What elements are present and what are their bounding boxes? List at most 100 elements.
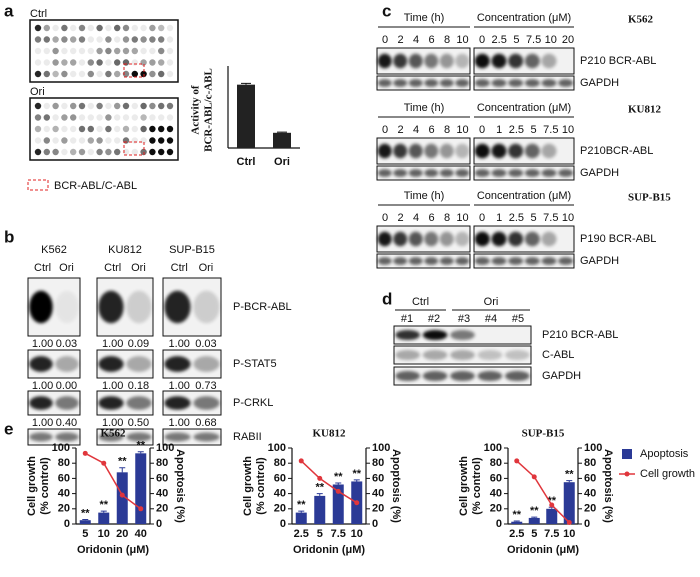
y-axis-label: Cell growth bbox=[26, 456, 38, 516]
bar bbox=[511, 521, 523, 524]
array-spot bbox=[61, 36, 68, 43]
blot-band bbox=[474, 79, 490, 87]
array-spot bbox=[166, 24, 174, 32]
array-spot bbox=[78, 125, 86, 133]
array-spot bbox=[96, 125, 103, 133]
blot-band bbox=[477, 349, 503, 361]
array-spot bbox=[131, 148, 138, 156]
x-tick-label: 2.5 bbox=[509, 528, 524, 540]
array-spot bbox=[70, 70, 77, 78]
quantification: 1.00 bbox=[32, 338, 53, 350]
array-spot bbox=[78, 36, 86, 43]
row-label: RABII bbox=[233, 431, 262, 443]
array-spot bbox=[114, 59, 121, 66]
panel-label: e bbox=[4, 419, 13, 438]
array-spot bbox=[131, 137, 138, 144]
blot-band bbox=[439, 53, 454, 69]
array-spot bbox=[87, 125, 95, 133]
array-spot bbox=[96, 36, 103, 43]
lane-label: 2 bbox=[397, 34, 403, 46]
group-label: Ori bbox=[484, 296, 499, 308]
x-tick-label: 40 bbox=[135, 528, 147, 540]
y2-tick-label: 0 bbox=[584, 518, 590, 530]
lane-label: 4 bbox=[413, 124, 419, 136]
error-bar bbox=[241, 82, 251, 85]
blot bbox=[473, 47, 575, 75]
lane-label: 8 bbox=[444, 124, 450, 136]
panel-label: c bbox=[382, 1, 391, 20]
array-spot bbox=[96, 59, 103, 66]
array-spot bbox=[105, 114, 112, 121]
array-spot bbox=[52, 36, 59, 43]
cell-line: KU812 bbox=[108, 244, 142, 256]
array-spot bbox=[122, 47, 130, 55]
array-spot bbox=[158, 36, 165, 43]
array-spot bbox=[158, 125, 165, 133]
blot-band bbox=[491, 143, 507, 159]
blot-band bbox=[393, 231, 408, 247]
array-spot bbox=[43, 59, 50, 66]
bar bbox=[528, 517, 540, 524]
blot-band bbox=[474, 53, 490, 69]
bar bbox=[135, 453, 147, 524]
x-tick-label: Ori bbox=[274, 156, 290, 168]
array-spot bbox=[43, 36, 50, 43]
significance: ** bbox=[512, 509, 521, 521]
line-point bbox=[566, 519, 572, 525]
highlight-box bbox=[123, 63, 145, 78]
array-spot bbox=[105, 59, 112, 66]
group-label: Ctrl bbox=[412, 296, 429, 308]
blot-band bbox=[408, 79, 423, 87]
blot-band bbox=[422, 329, 448, 341]
y2-tick-label: 40 bbox=[372, 488, 384, 500]
blot bbox=[376, 225, 471, 253]
blot-band bbox=[422, 349, 448, 361]
array-spot bbox=[87, 70, 95, 78]
legend-label: BCR-ABL/C-ABL bbox=[54, 180, 137, 192]
blot-band bbox=[393, 169, 408, 177]
array-spot bbox=[166, 47, 174, 55]
blot-band bbox=[558, 79, 574, 87]
quantification: 0.09 bbox=[128, 338, 149, 350]
array-spot bbox=[34, 70, 42, 78]
blot-band bbox=[193, 432, 220, 442]
blot-band bbox=[408, 53, 423, 69]
x-tick-label: 5 bbox=[531, 528, 537, 540]
y-tick-label: 100 bbox=[268, 442, 286, 454]
array-spot bbox=[149, 137, 156, 144]
array-spot bbox=[87, 137, 95, 144]
array-spot bbox=[158, 59, 165, 66]
significance: ** bbox=[99, 499, 108, 511]
significance: ** bbox=[136, 440, 145, 452]
array-spot bbox=[131, 114, 138, 121]
array-spot bbox=[131, 70, 138, 78]
row-label: P-STAT5 bbox=[233, 358, 277, 370]
array-spot bbox=[43, 137, 50, 144]
bar bbox=[116, 472, 128, 524]
blot-band bbox=[424, 231, 439, 247]
blot-band bbox=[504, 370, 530, 382]
blot-band bbox=[29, 356, 53, 372]
band-label: P210 BCR-ABL bbox=[542, 329, 618, 341]
y-tick-label: 20 bbox=[58, 503, 70, 515]
array-spot bbox=[166, 36, 174, 43]
blot-band bbox=[474, 231, 490, 247]
line-point bbox=[335, 488, 341, 494]
blot-band bbox=[393, 143, 408, 159]
cell-line: K562 bbox=[41, 244, 67, 256]
array-spot bbox=[52, 148, 59, 156]
y-tick-label: 0 bbox=[496, 518, 502, 530]
array-spot bbox=[43, 125, 50, 133]
lane-label: Ctrl bbox=[171, 262, 188, 274]
y-tick-label: 40 bbox=[490, 488, 502, 500]
bar bbox=[546, 508, 558, 524]
array-spot bbox=[61, 114, 68, 121]
blot-band bbox=[29, 432, 53, 442]
array-spot bbox=[96, 24, 103, 32]
x-axis-label: Oridonin (μM) bbox=[507, 544, 579, 556]
blot-band bbox=[524, 257, 540, 265]
array-spot bbox=[140, 24, 147, 32]
cell-line: SUP-B15 bbox=[169, 244, 215, 256]
blot-band bbox=[541, 79, 557, 87]
significance: ** bbox=[352, 468, 361, 480]
